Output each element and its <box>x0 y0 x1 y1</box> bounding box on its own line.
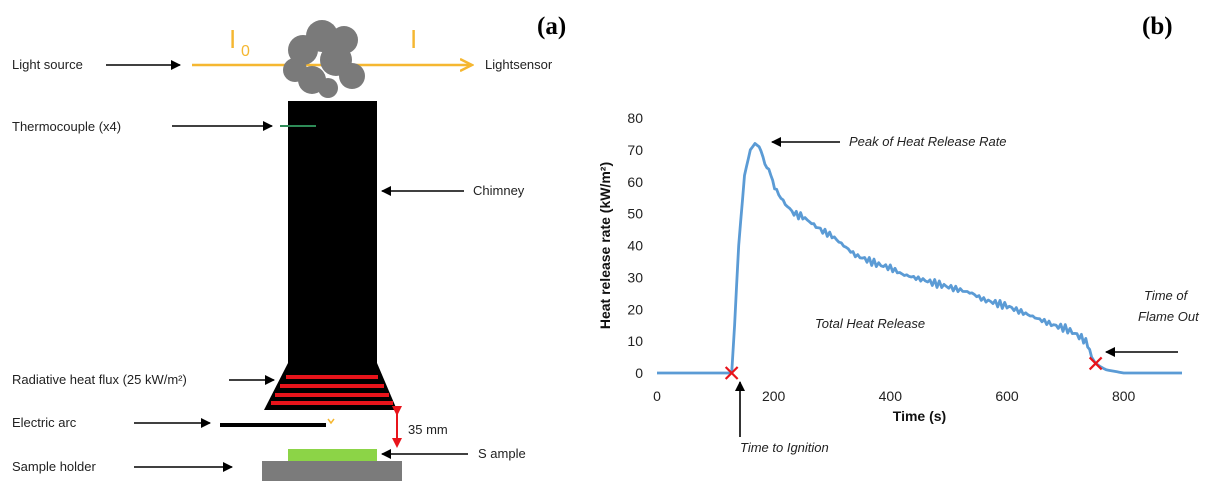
intensity-in-label: I <box>229 24 236 54</box>
chimney-label: Chimney <box>473 183 525 198</box>
x-tick-label: 600 <box>995 388 1019 404</box>
series-line <box>657 142 1182 375</box>
panel-a-tag: (a) <box>537 13 566 40</box>
ignition-annotation: Time to Ignition <box>740 440 829 455</box>
event-markers <box>724 356 1103 380</box>
y-tick-label: 60 <box>627 174 643 190</box>
light-source-label: Light source <box>12 57 83 72</box>
flame-out-annotation-line2: Flame Out <box>1138 309 1200 324</box>
radiative-heat-flux-label: Radiative heat flux (25 kW/m²) <box>12 372 187 387</box>
event-marker-x-icon <box>724 366 739 380</box>
sample-label: S ample <box>478 446 526 461</box>
thermocouple-label: Thermocouple (x4) <box>12 119 121 134</box>
smoke-cloud-icon <box>283 20 365 98</box>
electric-arc-label: Electric arc <box>12 415 77 430</box>
y-tick-label: 20 <box>627 301 643 317</box>
y-tick-label: 10 <box>627 333 643 349</box>
y-tick-label: 40 <box>627 238 643 254</box>
panel-b: (b) 0 10 20 30 40 50 60 70 80 0 200 400 600 800 Heat… <box>597 13 1200 455</box>
x-tick-label: 200 <box>762 388 786 404</box>
sample-holder <box>262 461 402 481</box>
total-heat-release-annotation: Total Heat Release <box>815 316 925 331</box>
intensity-in-subscript: 0 <box>241 43 250 60</box>
y-tick-label: 0 <box>635 365 643 381</box>
event-marker-x-icon <box>1088 356 1103 371</box>
y-tick-label: 80 <box>627 110 643 126</box>
x-axis-ticks: 0 200 400 600 800 <box>653 388 1135 404</box>
distance-label: 35 mm <box>408 422 448 437</box>
panel-a: (a) I 0 I <box>12 13 566 481</box>
y-axis-label: Heat release rate (kW/m²) <box>597 162 613 329</box>
x-tick-label: 400 <box>879 388 903 404</box>
chimney <box>288 101 377 363</box>
spark-icon <box>327 418 335 425</box>
intensity-out-label: I <box>410 24 417 54</box>
flame-out-annotation-line1: Time of <box>1144 288 1189 303</box>
x-tick-label: 0 <box>653 388 661 404</box>
panel-b-tag: (b) <box>1142 13 1173 40</box>
sample <box>288 449 377 461</box>
y-axis-ticks: 0 10 20 30 40 50 60 70 80 <box>627 110 643 381</box>
y-tick-label: 70 <box>627 142 643 158</box>
x-axis-label: Time (s) <box>893 408 946 424</box>
x-tick-label: 800 <box>1112 388 1136 404</box>
y-tick-label: 50 <box>627 206 643 222</box>
hrr-chart: 0 10 20 30 40 50 60 70 80 0 200 400 600 800 Heat rel… <box>597 110 1182 424</box>
y-tick-label: 30 <box>627 269 643 285</box>
peak-annotation: Peak of Heat Release Rate <box>849 134 1007 149</box>
heater-coils <box>271 375 393 405</box>
light-sensor-label: Lightsensor <box>485 57 553 72</box>
sample-holder-label: Sample holder <box>12 459 96 474</box>
